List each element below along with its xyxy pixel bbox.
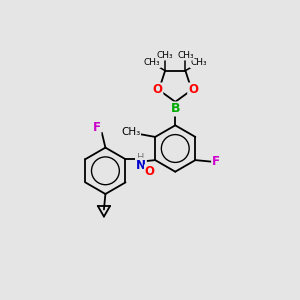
Text: CH₃: CH₃: [190, 58, 207, 68]
Text: CH₃: CH₃: [143, 58, 160, 68]
Text: O: O: [145, 165, 155, 178]
Text: B: B: [170, 103, 180, 116]
Text: O: O: [152, 83, 162, 96]
Text: H: H: [137, 153, 145, 163]
Text: CH₃: CH₃: [177, 51, 194, 60]
Text: F: F: [212, 155, 220, 168]
Text: F: F: [92, 121, 101, 134]
Text: CH₃: CH₃: [121, 128, 140, 137]
Text: O: O: [188, 83, 198, 96]
Text: N: N: [136, 159, 146, 172]
Text: CH₃: CH₃: [157, 51, 173, 60]
